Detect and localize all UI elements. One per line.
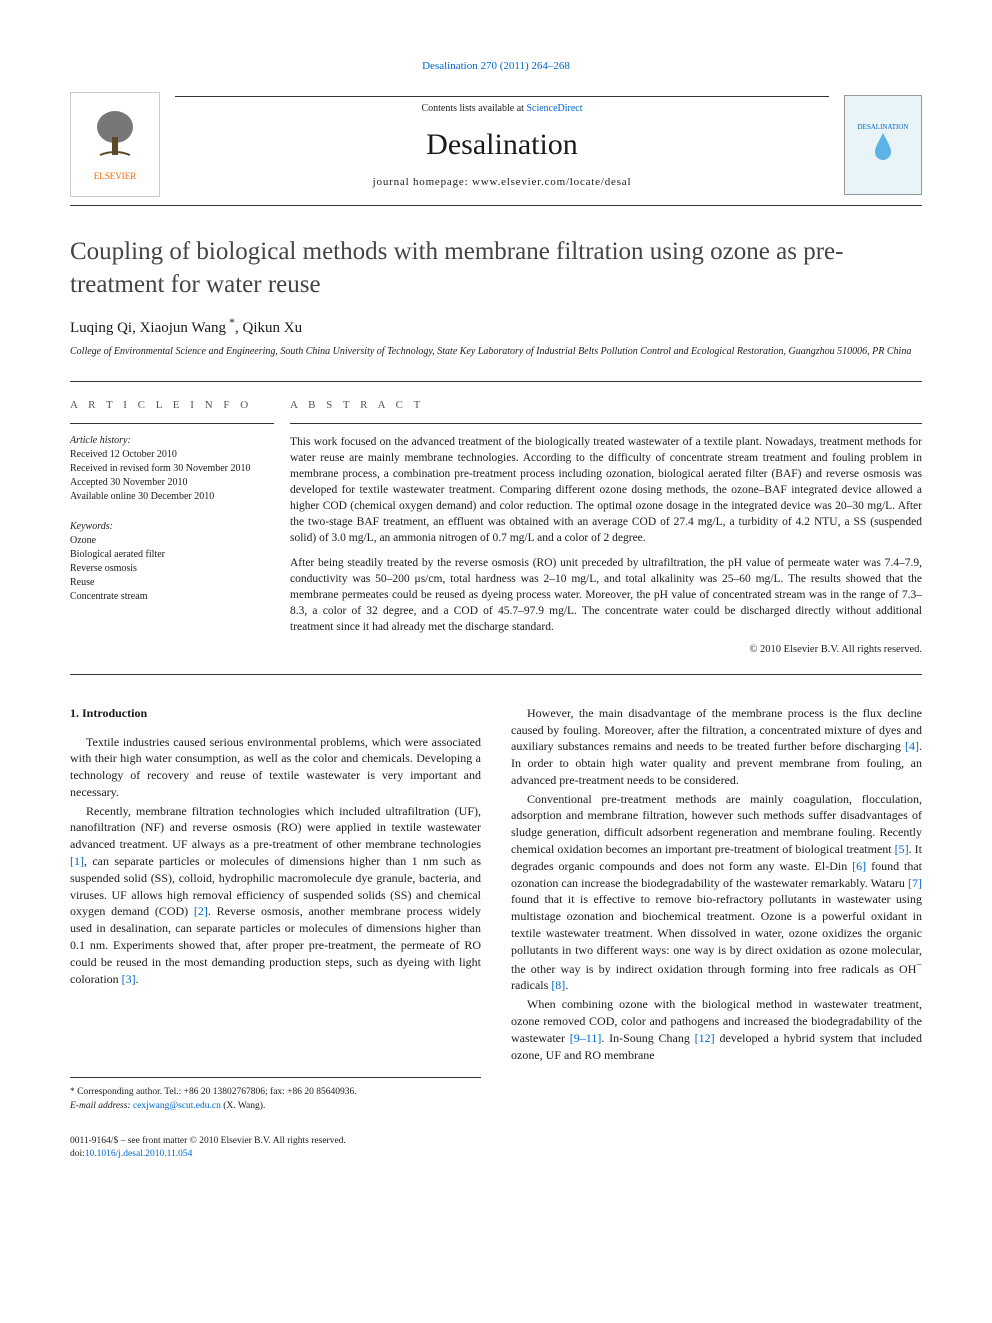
homepage-prefix: journal homepage: — [373, 176, 472, 188]
citation-link[interactable]: [8] — [551, 978, 565, 992]
cover-label: DESALINATION — [858, 123, 909, 131]
masthead: ELSEVIER Contents lists available at Sci… — [70, 92, 922, 206]
citation-link[interactable]: [7] — [908, 876, 922, 890]
body-paragraph: However, the main disadvantage of the me… — [511, 705, 922, 789]
abstract-paragraph: This work focused on the advanced treatm… — [290, 434, 922, 547]
email-attribution: (X. Wang). — [221, 1101, 265, 1111]
keyword: Ozone — [70, 534, 274, 548]
contents-line: Contents lists available at ScienceDirec… — [175, 96, 829, 114]
keyword: Reuse — [70, 576, 274, 590]
abstract-paragraph: After being steadily treated by the reve… — [290, 555, 922, 635]
received-date: Received 12 October 2010 — [70, 448, 274, 462]
author-3: , Qikun Xu — [235, 320, 302, 336]
tree-icon — [90, 107, 140, 172]
affiliation: College of Environmental Science and Eng… — [70, 345, 922, 359]
abstract-copyright: © 2010 Elsevier B.V. All rights reserved… — [290, 643, 922, 658]
corresponding-mark: * — [226, 315, 235, 329]
history-label: Article history: — [70, 434, 274, 448]
author-1: Luqing Qi, — [70, 320, 140, 336]
keyword: Biological aerated filter — [70, 548, 274, 562]
journal-name: Desalination — [175, 128, 829, 162]
water-drop-icon — [871, 131, 895, 167]
body-paragraph: Recently, membrane filtration technologi… — [70, 803, 481, 988]
body-column-right: However, the main disadvantage of the me… — [511, 705, 922, 1162]
contents-prefix: Contents lists available at — [421, 103, 526, 114]
doi-label: doi: — [70, 1149, 85, 1159]
article-info-head: A R T I C L E I N F O — [70, 398, 274, 424]
section-heading: 1. Introduction — [70, 705, 481, 722]
journal-cover: DESALINATION — [844, 95, 922, 195]
keyword: Concentrate stream — [70, 590, 274, 604]
body-paragraph: Textile industries caused serious enviro… — [70, 734, 481, 801]
superscript-minus: − — [916, 960, 922, 971]
accepted-date: Accepted 30 November 2010 — [70, 476, 274, 490]
publisher-name: ELSEVIER — [90, 172, 140, 182]
abstract-column: A B S T R A C T This work focused on the… — [290, 382, 922, 674]
citation-link[interactable]: [3] — [122, 972, 136, 986]
online-date: Available online 30 December 2010 — [70, 490, 274, 504]
article-info-column: A R T I C L E I N F O Article history: R… — [70, 382, 290, 674]
citation-link[interactable]: [2] — [194, 904, 208, 918]
authors: Luqing Qi, Xiaojun Wang *, Qikun Xu — [70, 315, 922, 337]
corresponding-footer: * Corresponding author. Tel.: +86 20 138… — [70, 1077, 481, 1113]
issn-line: 0011-9164/$ – see front matter © 2010 El… — [70, 1135, 481, 1148]
abstract-head: A B S T R A C T — [290, 398, 922, 424]
citation-link[interactable]: [12] — [695, 1031, 715, 1045]
revised-date: Received in revised form 30 November 201… — [70, 462, 274, 476]
author-2: Xiaojun Wang — [140, 320, 226, 336]
publisher-logo: ELSEVIER — [70, 92, 160, 197]
journal-homepage: journal homepage: www.elsevier.com/locat… — [175, 176, 829, 194]
body-column-left: 1. Introduction Textile industries cause… — [70, 705, 481, 1162]
citation-link[interactable]: [6] — [852, 859, 866, 873]
corresponding-author-line: * Corresponding author. Tel.: +86 20 138… — [70, 1086, 481, 1099]
citation-link[interactable]: [1] — [70, 854, 84, 868]
citation-link[interactable]: [4] — [905, 739, 919, 753]
body-paragraph: When combining ozone with the biological… — [511, 996, 922, 1063]
citation-link[interactable]: [5] — [895, 842, 909, 856]
homepage-url[interactable]: www.elsevier.com/locate/desal — [472, 176, 631, 188]
journal-citation: Desalination 270 (2011) 264–268 — [70, 60, 922, 72]
email-link[interactable]: cexjwang@scut.edu.cn — [133, 1101, 221, 1111]
email-label: E-mail address: — [70, 1101, 133, 1111]
citation-link[interactable]: [9–11] — [570, 1031, 602, 1045]
keywords-label: Keywords: — [70, 520, 274, 534]
sciencedirect-link[interactable]: ScienceDirect — [526, 103, 582, 114]
body-paragraph: Conventional pre-treatment methods are m… — [511, 791, 922, 995]
article-title: Coupling of biological methods with memb… — [70, 236, 922, 301]
doi-link[interactable]: 10.1016/j.desal.2010.11.054 — [85, 1149, 193, 1159]
keyword: Reverse osmosis — [70, 562, 274, 576]
